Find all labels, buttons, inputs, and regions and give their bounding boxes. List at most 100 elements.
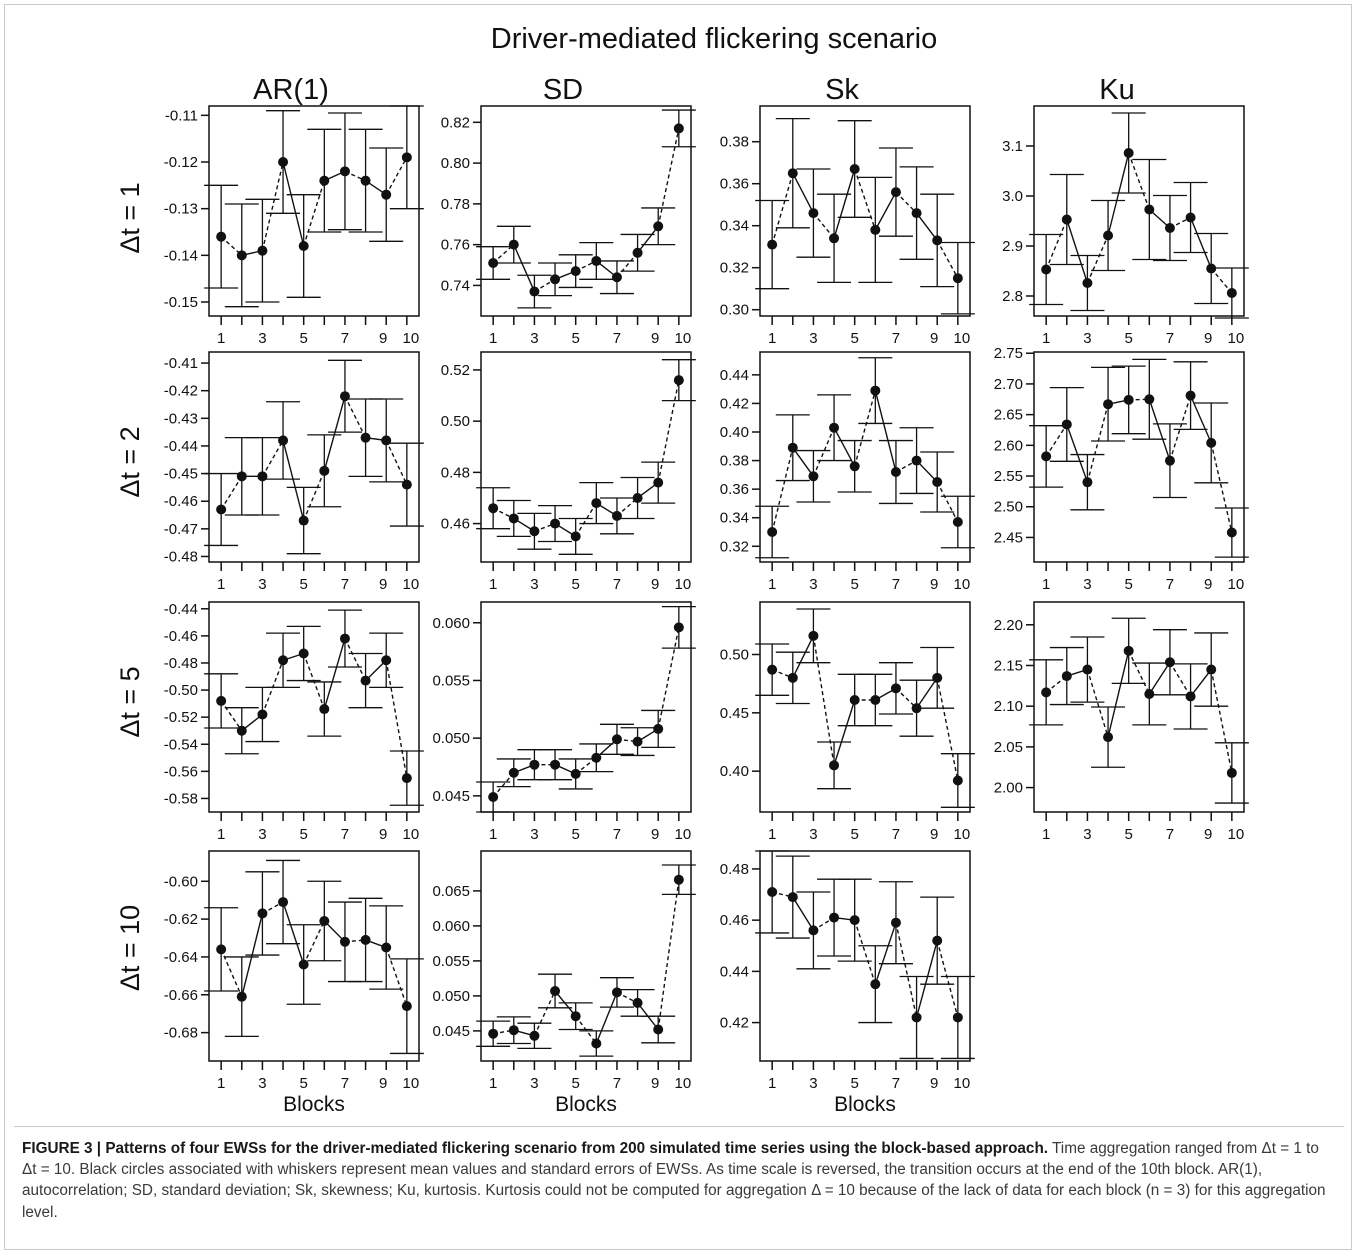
x-tick-label: 7 (1166, 576, 1174, 593)
data-point (653, 477, 664, 488)
panel: 2.8 2.9 3.0 3.1 1 3 5 7 9 10 (1002, 105, 1249, 347)
y-tick-label: -0.11 (165, 107, 198, 124)
series-segment (792, 896, 815, 931)
series-segment (1045, 424, 1068, 457)
data-point (1041, 687, 1052, 698)
column-title-ar1: AR(1) (253, 74, 329, 106)
data-point (911, 703, 922, 714)
data-point (611, 510, 622, 521)
figure-svg: Driver-mediated flickering scenario AR(1… (115, 23, 1249, 1116)
x-tick-label: 3 (258, 576, 266, 593)
x-tick-label: 3 (809, 1075, 817, 1092)
data-point (1206, 664, 1217, 675)
data-point (236, 471, 247, 482)
panel-frame (208, 105, 420, 317)
series-segment (657, 380, 680, 483)
data-point (339, 633, 350, 644)
y-tick-label: -0.66 (164, 987, 198, 1004)
panel-frame (480, 601, 692, 813)
data-point (339, 166, 350, 177)
data-point (829, 760, 840, 771)
x-tick-label: 9 (1204, 330, 1212, 347)
column-title-ku: Ku (1099, 74, 1134, 106)
x-tick-label: 10 (1227, 330, 1244, 347)
x-tick-label: 10 (953, 330, 970, 347)
x-tick-label: 3 (530, 826, 538, 843)
series-segment (616, 252, 639, 278)
data-point (360, 675, 371, 686)
x-tick-label: 3 (530, 330, 538, 347)
data-point (952, 273, 963, 284)
data-point (319, 704, 330, 715)
series-segment (1169, 395, 1192, 461)
data-point (550, 986, 561, 996)
data-point (1226, 288, 1237, 298)
y-tick-label: 0.060 (432, 918, 470, 935)
data-point (932, 672, 943, 683)
panel-frame (759, 850, 971, 1062)
x-tick-label: 10 (953, 1075, 970, 1092)
data-point (591, 1038, 602, 1049)
y-tick-label: 0.055 (432, 953, 470, 970)
data-point (508, 513, 519, 524)
series-segment (1210, 669, 1233, 774)
row-title-dt1: Δt = 1 (115, 182, 145, 253)
data-point (870, 224, 881, 235)
data-point (550, 274, 561, 285)
x-tick-label: 1 (217, 330, 225, 347)
y-tick-label: 0.50 (441, 413, 470, 430)
data-point (278, 655, 289, 666)
data-point (1185, 212, 1196, 223)
panel: -0.15 -0.14 -0.13 -0.12 -0.11 1 3 5 7 9 10 (164, 105, 424, 347)
y-tick-label: 0.045 (432, 1023, 470, 1040)
data-point (890, 683, 901, 694)
x-tick-label: 5 (851, 1075, 859, 1092)
y-tick-label: 0.50 (720, 647, 749, 664)
series-segment (344, 395, 367, 438)
y-tick-label: -0.64 (164, 949, 198, 966)
data-point (570, 1011, 581, 1022)
caption-separator (14, 1126, 1344, 1127)
caption-bold-text: FIGURE 3 | Patterns of four EWSs for the… (22, 1140, 1049, 1157)
y-tick-label: 0.34 (720, 218, 749, 235)
series-segment (385, 947, 408, 1007)
y-tick-label: 0.48 (441, 464, 470, 481)
x-tick-label: 9 (379, 330, 387, 347)
data-point (932, 935, 943, 946)
series-segment (1148, 399, 1171, 461)
x-tick-label: 10 (402, 576, 419, 593)
data-point (808, 925, 819, 936)
data-point (653, 221, 664, 232)
series-segment (261, 161, 284, 251)
x-tick-label: 7 (892, 576, 900, 593)
series-segment (895, 922, 918, 1018)
row-title-dt10: Δt = 10 (115, 905, 145, 991)
data-point (911, 1012, 922, 1023)
x-axis-label: Blocks (555, 1093, 617, 1116)
data-point (381, 435, 392, 446)
data-point (849, 915, 860, 926)
series-segment (1086, 404, 1109, 483)
panel-frame (759, 601, 971, 813)
data-point (216, 504, 227, 515)
series-segment (833, 699, 856, 766)
data-point (360, 934, 371, 945)
data-point (591, 498, 602, 509)
data-point (1144, 688, 1155, 699)
x-tick-label: 3 (809, 330, 817, 347)
y-tick-label: 0.36 (720, 176, 749, 193)
series-segment (1045, 219, 1068, 270)
series-segment (303, 180, 325, 247)
data-point (673, 874, 684, 885)
y-tick-label: -0.46 (164, 628, 198, 645)
x-tick-label: 5 (572, 330, 580, 347)
data-point (1061, 419, 1072, 430)
panel-frame (208, 850, 420, 1062)
y-tick-label: 2.50 (994, 499, 1023, 516)
series-segment (854, 390, 876, 467)
y-tick-label: -0.45 (164, 466, 198, 483)
x-tick-label: 7 (341, 1075, 349, 1092)
series-segment (282, 440, 305, 521)
data-point (319, 916, 330, 926)
x-tick-label: 9 (930, 1075, 938, 1092)
